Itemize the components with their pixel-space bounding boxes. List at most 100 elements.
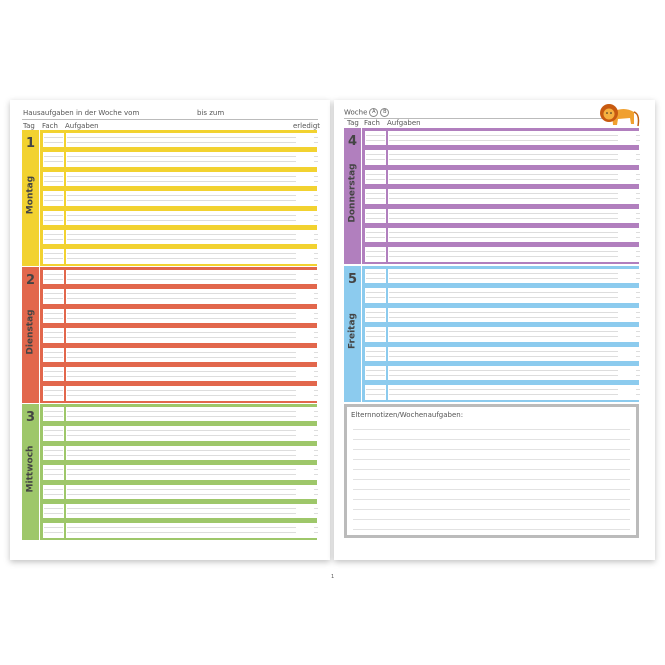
aufgaben-cell[interactable] — [66, 210, 319, 225]
fach-cell[interactable] — [365, 131, 386, 146]
fach-cell[interactable] — [365, 307, 386, 323]
aufgaben-cell[interactable] — [388, 247, 641, 262]
erledigt-cell[interactable] — [296, 367, 314, 382]
fach-cell[interactable] — [43, 445, 64, 461]
aufgaben-cell[interactable] — [66, 407, 319, 422]
erledigt-cell[interactable] — [618, 131, 636, 146]
week-b-option[interactable]: B — [380, 108, 390, 117]
aufgaben-cell[interactable] — [66, 230, 319, 245]
aufgaben-cell[interactable] — [66, 191, 319, 206]
aufgaben-cell[interactable] — [388, 208, 641, 223]
erledigt-cell[interactable] — [296, 504, 314, 519]
aufgaben-cell[interactable] — [66, 426, 319, 441]
erledigt-cell[interactable] — [618, 288, 636, 303]
aufgaben-cell[interactable] — [388, 228, 641, 243]
erledigt-cell[interactable] — [618, 385, 636, 400]
fach-cell[interactable] — [365, 247, 386, 262]
erledigt-cell[interactable] — [296, 445, 314, 461]
fach-cell[interactable] — [365, 150, 386, 165]
fach-cell[interactable] — [43, 484, 64, 499]
fach-cell[interactable] — [365, 288, 386, 303]
erledigt-cell[interactable] — [296, 465, 314, 480]
aufgaben-cell[interactable] — [388, 269, 641, 284]
erledigt-cell[interactable] — [618, 150, 636, 165]
aufgaben-cell[interactable] — [66, 270, 319, 285]
erledigt-cell[interactable] — [296, 484, 314, 499]
erledigt-cell[interactable] — [618, 327, 636, 342]
fach-cell[interactable] — [43, 426, 64, 441]
erledigt-cell[interactable] — [618, 307, 636, 323]
aufgaben-cell[interactable] — [66, 465, 319, 480]
erledigt-cell[interactable] — [618, 228, 636, 243]
erledigt-cell[interactable] — [618, 208, 636, 223]
erledigt-cell[interactable] — [296, 191, 314, 206]
fach-cell[interactable] — [365, 327, 386, 342]
aufgaben-cell[interactable] — [66, 445, 319, 461]
erledigt-cell[interactable] — [296, 386, 314, 401]
erledigt-cell[interactable] — [618, 366, 636, 381]
aufgaben-cell[interactable] — [66, 308, 319, 324]
erledigt-cell[interactable] — [296, 407, 314, 422]
aufgaben-cell[interactable] — [66, 171, 319, 187]
fach-cell[interactable] — [43, 308, 64, 324]
week-a-option[interactable]: A — [369, 108, 379, 117]
aufgaben-cell[interactable] — [388, 150, 641, 165]
fach-cell[interactable] — [43, 407, 64, 422]
aufgaben-cell[interactable] — [66, 328, 319, 343]
fach-cell[interactable] — [365, 169, 386, 185]
aufgaben-cell[interactable] — [66, 152, 319, 167]
fach-cell[interactable] — [365, 346, 386, 361]
aufgaben-cell[interactable] — [388, 307, 641, 323]
erledigt-cell[interactable] — [296, 270, 314, 285]
fach-cell[interactable] — [43, 465, 64, 480]
aufgaben-cell[interactable] — [388, 131, 641, 146]
erledigt-cell[interactable] — [618, 269, 636, 284]
aufgaben-cell[interactable] — [388, 288, 641, 303]
aufgaben-cell[interactable] — [66, 289, 319, 304]
fach-cell[interactable] — [43, 386, 64, 401]
fach-cell[interactable] — [43, 523, 64, 538]
fach-cell[interactable] — [43, 230, 64, 245]
erledigt-cell[interactable] — [296, 523, 314, 538]
fach-cell[interactable] — [365, 189, 386, 204]
aufgaben-cell[interactable] — [388, 189, 641, 204]
erledigt-cell[interactable] — [296, 289, 314, 304]
fach-cell[interactable] — [43, 171, 64, 187]
fach-cell[interactable] — [43, 249, 64, 264]
fach-cell[interactable] — [43, 347, 64, 362]
erledigt-cell[interactable] — [296, 171, 314, 187]
aufgaben-cell[interactable] — [388, 346, 641, 361]
fach-cell[interactable] — [43, 270, 64, 285]
erledigt-cell[interactable] — [296, 249, 314, 264]
aufgaben-cell[interactable] — [66, 523, 319, 538]
aufgaben-cell[interactable] — [66, 133, 319, 148]
fach-cell[interactable] — [43, 328, 64, 343]
aufgaben-cell[interactable] — [66, 249, 319, 264]
fach-cell[interactable] — [43, 210, 64, 225]
aufgaben-cell[interactable] — [388, 327, 641, 342]
fach-cell[interactable] — [365, 385, 386, 400]
aufgaben-cell[interactable] — [66, 347, 319, 362]
erledigt-cell[interactable] — [296, 152, 314, 167]
erledigt-cell[interactable] — [618, 346, 636, 361]
aufgaben-cell[interactable] — [388, 385, 641, 400]
fach-cell[interactable] — [43, 152, 64, 167]
erledigt-cell[interactable] — [296, 133, 314, 148]
aufgaben-cell[interactable] — [66, 386, 319, 401]
fach-cell[interactable] — [365, 269, 386, 284]
erledigt-cell[interactable] — [296, 210, 314, 225]
fach-cell[interactable] — [365, 366, 386, 381]
erledigt-cell[interactable] — [296, 230, 314, 245]
erledigt-cell[interactable] — [618, 247, 636, 262]
fach-cell[interactable] — [365, 228, 386, 243]
aufgaben-cell[interactable] — [388, 366, 641, 381]
fach-cell[interactable] — [43, 504, 64, 519]
fach-cell[interactable] — [43, 191, 64, 206]
erledigt-cell[interactable] — [296, 308, 314, 324]
fach-cell[interactable] — [43, 289, 64, 304]
aufgaben-cell[interactable] — [66, 504, 319, 519]
aufgaben-cell[interactable] — [388, 169, 641, 185]
erledigt-cell[interactable] — [296, 426, 314, 441]
erledigt-cell[interactable] — [296, 347, 314, 362]
aufgaben-cell[interactable] — [66, 367, 319, 382]
